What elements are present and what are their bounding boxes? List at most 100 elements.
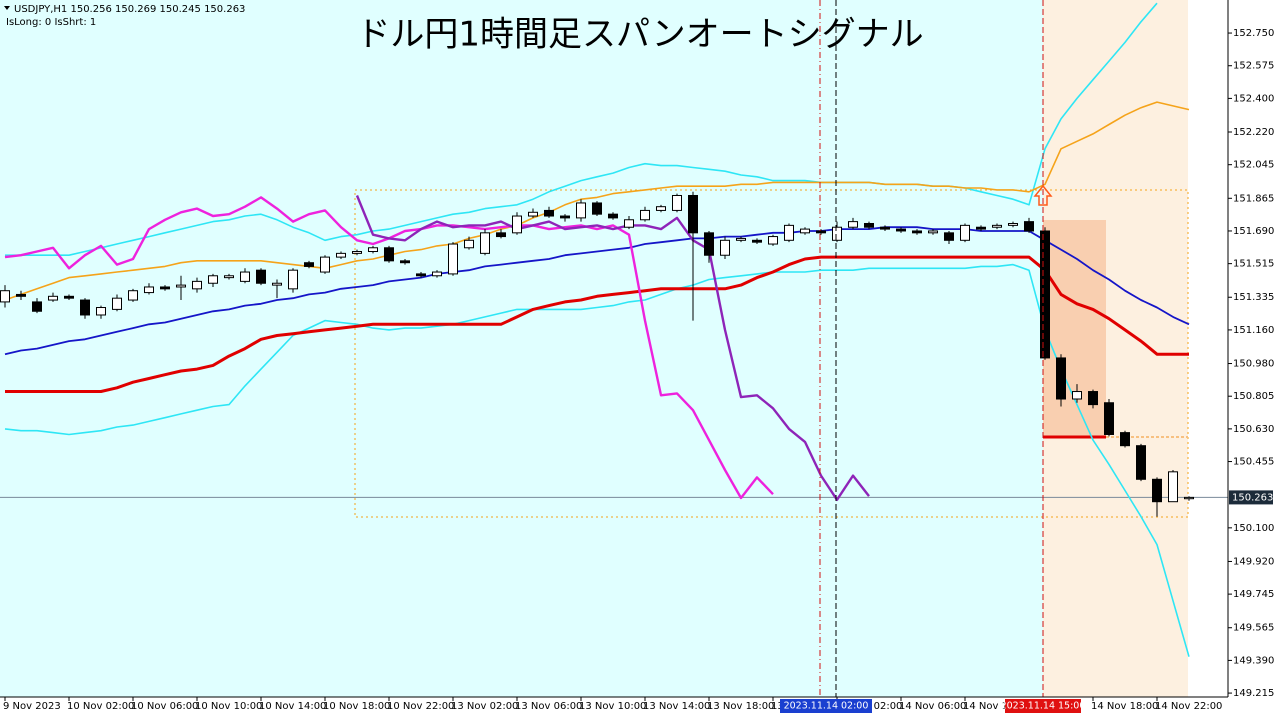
- candle-body: [464, 239, 474, 249]
- y-tick-label: 151.160: [1233, 325, 1274, 336]
- time-marker-box: [780, 699, 872, 713]
- candle-body: [352, 251, 362, 254]
- x-tick-label: 14 Nov 22:00: [1155, 701, 1222, 712]
- candle-body: [928, 230, 938, 234]
- candle-body: [176, 284, 186, 288]
- y-tick-label: 152.220: [1233, 127, 1274, 138]
- candle-body: [368, 247, 378, 253]
- candle-body: [976, 226, 986, 230]
- y-tick-label: 151.865: [1233, 193, 1274, 204]
- y-tick-label: 152.750: [1233, 28, 1274, 39]
- candle-body: [912, 230, 922, 234]
- candle-body: [512, 215, 522, 234]
- candle-body: [1168, 471, 1178, 503]
- candle-body: [704, 232, 714, 256]
- candle-body: [64, 295, 74, 299]
- x-tick-label: 10 Nov 22:00: [387, 701, 454, 712]
- candle-body: [640, 209, 650, 221]
- candle-body: [944, 232, 954, 241]
- candle-body: [720, 239, 730, 256]
- candle-body: [1152, 478, 1162, 503]
- y-tick-label: 149.565: [1233, 623, 1274, 634]
- time-marker-box: [1005, 699, 1081, 713]
- candle-body: [1088, 391, 1098, 406]
- candle-body: [656, 206, 666, 211]
- candle-body: [784, 224, 794, 241]
- x-tick-label: 14 Nov 06:00: [899, 701, 966, 712]
- candle-body: [416, 273, 426, 277]
- indicator-line: [4, 101, 1190, 301]
- y-tick-label: 152.575: [1233, 61, 1274, 72]
- candle-body: [1056, 357, 1066, 400]
- x-tick-label: 10 Nov 10:00: [195, 701, 262, 712]
- candle-body: [80, 299, 90, 316]
- candle-body: [1072, 391, 1082, 400]
- candle-body: [992, 224, 1002, 228]
- time-marker-label: 2023.11.14 02:00: [784, 701, 869, 712]
- candle-body: [608, 213, 618, 219]
- indicator-line: [4, 226, 1190, 356]
- candle-body: [1104, 402, 1114, 435]
- candle-body: [240, 271, 250, 282]
- candle-body: [400, 260, 410, 264]
- candle-body: [320, 256, 330, 273]
- candle-body: [304, 262, 314, 267]
- indicator-line: [355, 195, 870, 501]
- y-tick-label: 150.980: [1233, 359, 1274, 370]
- candle-body: [1008, 222, 1018, 226]
- candle-body: [752, 239, 762, 243]
- y-tick-label: 150.455: [1233, 457, 1274, 468]
- y-tick-label: 149.215: [1233, 688, 1274, 699]
- candle-body: [528, 211, 538, 217]
- candle-body: [736, 237, 746, 241]
- candle-body: [384, 247, 394, 262]
- candle-body: [144, 286, 154, 294]
- candle-body: [592, 202, 602, 215]
- candle-body: [448, 243, 458, 275]
- x-tick-label: 10 Nov 18:00: [323, 701, 390, 712]
- x-tick-label: 13 Nov 18:00: [707, 701, 774, 712]
- plot: [0, 2, 1228, 657]
- y-tick-label: 150.630: [1233, 424, 1274, 435]
- candle-body: [96, 307, 106, 316]
- indicator-line: [5, 255, 1189, 393]
- y-tick-label: 152.045: [1233, 160, 1274, 171]
- candle-body: [1136, 445, 1146, 480]
- y-tick-label: 150.805: [1233, 391, 1274, 402]
- candle-body: [192, 280, 202, 290]
- candle-body: [1040, 230, 1050, 359]
- candle-body: [480, 232, 490, 254]
- x-tick-label: 13 Nov 14:00: [643, 701, 710, 712]
- candle-body: [496, 232, 506, 238]
- y-tick-label: 151.335: [1233, 292, 1274, 303]
- y-tick-label: 151.690: [1233, 226, 1274, 237]
- candle-body: [544, 209, 554, 217]
- x-tick-label: 14 Nov 18:00: [1091, 701, 1158, 712]
- candle-body: [688, 194, 698, 234]
- candle-body: [848, 221, 858, 228]
- candle-body: [128, 290, 138, 301]
- time-marker-label: 2023.11.14 15:00: [1001, 701, 1086, 712]
- candle-body: [112, 297, 122, 310]
- candle-body: [256, 269, 266, 284]
- candle-body: [672, 194, 682, 211]
- x-tick-label: 13 Nov 06:00: [515, 701, 582, 712]
- candle-body: [224, 275, 234, 279]
- candle-body: [800, 228, 810, 234]
- candle-body: [48, 295, 58, 301]
- candle-body: [32, 301, 42, 312]
- candle-body: [0, 290, 10, 303]
- chart-title: ドル円1時間足スパンオートシグナル: [356, 15, 923, 55]
- candle-body: [272, 282, 282, 286]
- candle-body: [160, 286, 170, 290]
- y-tick-label: 149.745: [1233, 589, 1274, 600]
- candle-body: [960, 224, 970, 241]
- x-tick-label: 9 Nov 2023: [3, 701, 61, 712]
- symbol-header: USDJPY,H1 150.256 150.269 150.245 150.26…: [14, 4, 245, 15]
- candle-body: [624, 219, 634, 228]
- menu-icon[interactable]: [4, 6, 10, 10]
- x-tick-label: 10 Nov 02:00: [67, 701, 134, 712]
- y-tick-label: 149.920: [1233, 556, 1274, 567]
- signal-zone-bg: [0, 0, 1043, 697]
